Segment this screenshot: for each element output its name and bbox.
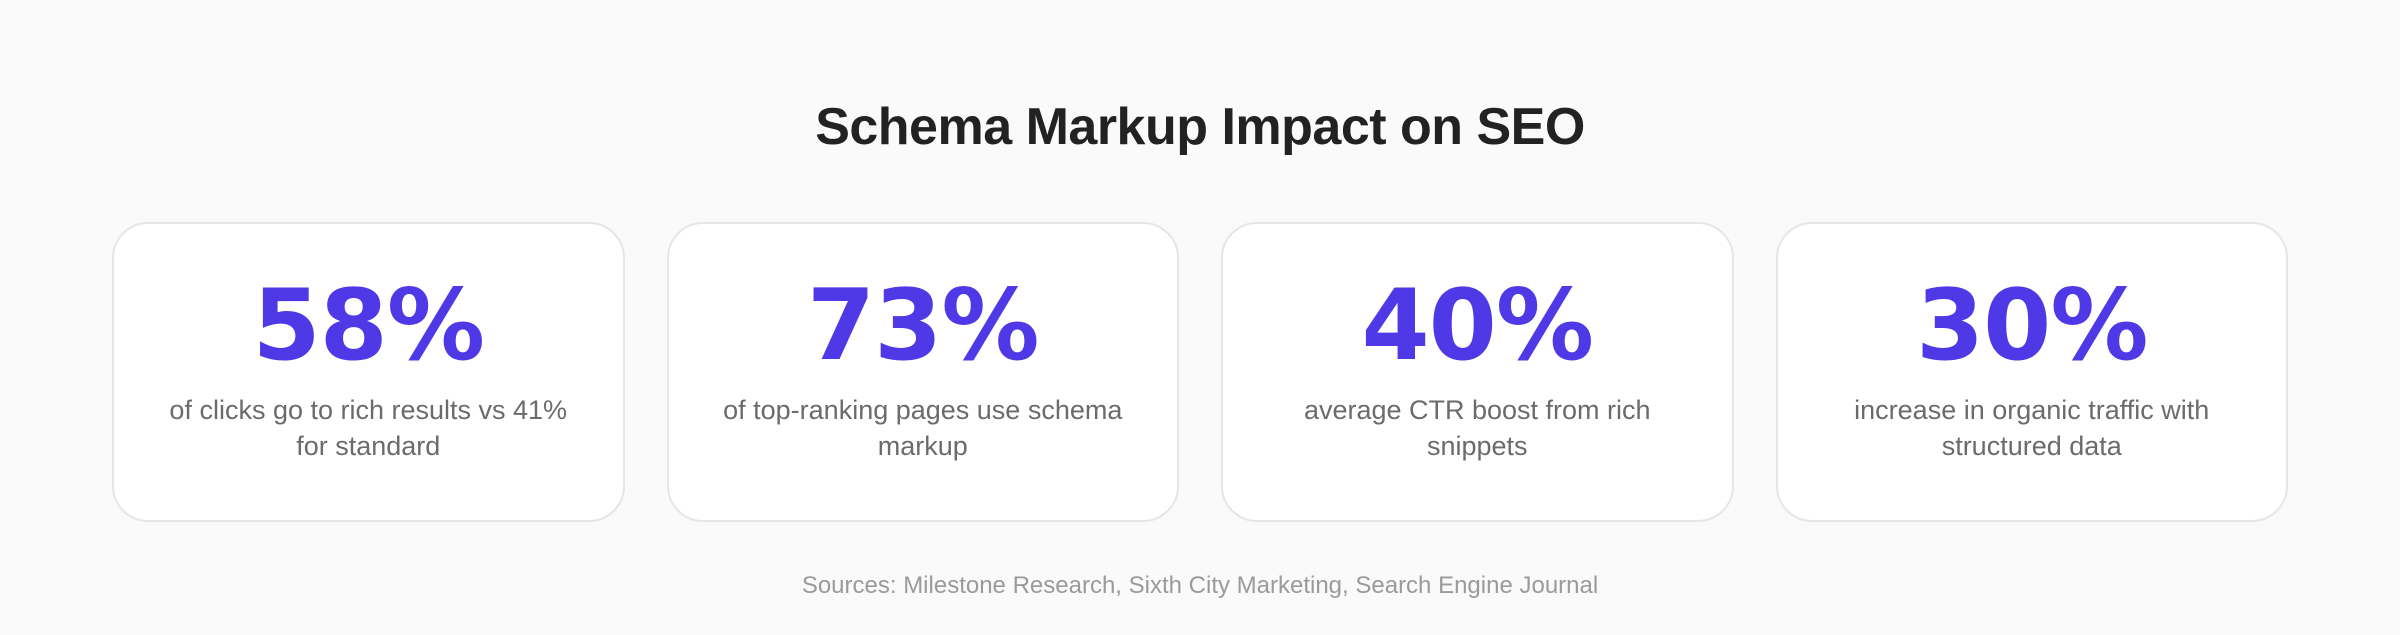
stat-card-organic-traffic: 30% increase in organic traffic with str… — [1775, 222, 2288, 522]
stat-description: average CTR boost from rich snippets — [1303, 395, 1651, 461]
stat-description: of clicks go to rich results vs 41% for … — [169, 395, 568, 461]
stat-card-ctr-boost: 40% average CTR boost from rich snippets — [1221, 222, 1734, 522]
stat-card-rich-results-clicks: 58% of clicks go to rich results vs 41% … — [112, 222, 625, 522]
page-title: Schema Markup Impact on SEO — [815, 98, 1585, 156]
stat-value: 40% — [1361, 269, 1594, 383]
stats-grid: 58% of clicks go to rich results vs 41% … — [112, 222, 2288, 522]
sources-footnote: Sources: Milestone Research, Sixth City … — [801, 572, 1599, 599]
stat-description: of top-ranking pages use schema markup — [723, 395, 1123, 461]
stat-value: 73% — [806, 269, 1040, 383]
stat-value: 30% — [1915, 269, 2149, 383]
stat-card-top-ranking-schema: 73% of top-ranking pages use schema mark… — [666, 222, 1179, 522]
stat-description: increase in organic traffic with structu… — [1854, 395, 2210, 461]
stat-value: 58% — [252, 269, 485, 383]
